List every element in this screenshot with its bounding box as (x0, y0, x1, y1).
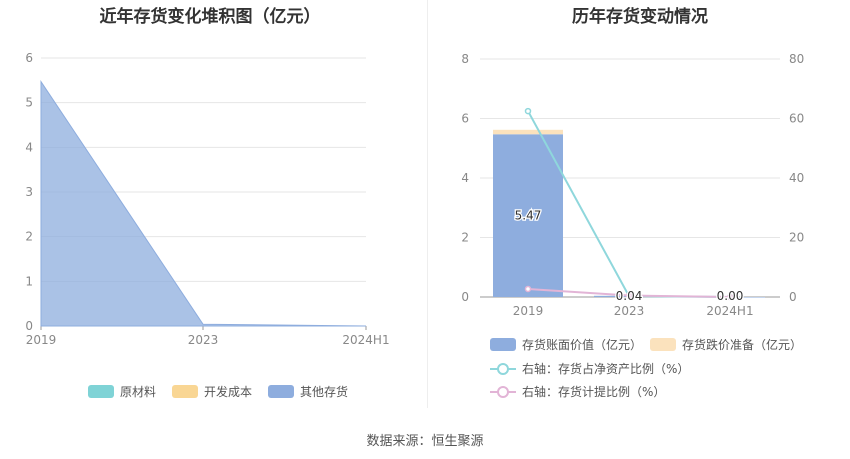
right-y-tick-0: 0 (461, 290, 469, 304)
legend-label-provision-ratio: 右轴：存货计提比例（%） (522, 385, 666, 399)
legend-label-dev-cost: 开发成本 (204, 385, 253, 399)
legend-swatch-provision-ratio (490, 385, 516, 398)
left-x-tick-1: 2023 (188, 333, 219, 347)
legend-item-provision-ratio[interactable]: 右轴：存货计提比例（%） (490, 383, 665, 400)
legend-item-raw-materials[interactable]: 原材料 (88, 383, 156, 400)
legend-swatch-net-asset-ratio (490, 362, 516, 375)
left-y-tick-4: 4 (25, 140, 33, 154)
legend-label-impairment: 存货跌价准备（亿元） (682, 338, 803, 352)
right-y2-tick-3: 60 (789, 112, 804, 126)
legend-item-net-asset-ratio[interactable]: 右轴：存货占净资产比例（%） (490, 360, 689, 377)
right-y2-tick-0: 0 (789, 290, 797, 304)
right-y-tick-3: 6 (461, 112, 469, 126)
legend-label-book-value: 存货账面价值（亿元） (522, 338, 643, 352)
line-point-3-0 (524, 285, 532, 293)
legend-item-impairment[interactable]: 存货跌价准备（亿元） (650, 336, 802, 353)
left-y-tick-1: 1 (25, 274, 33, 288)
right-y-tick-4: 8 (461, 52, 469, 66)
legend-swatch-raw-materials (88, 385, 114, 398)
legend-swatch-dev-cost (172, 385, 199, 398)
bar-data-label-2: 0.00 (717, 289, 744, 303)
right-y2-tick-4: 80 (789, 52, 804, 66)
bar-data-label-0: 5.47 (515, 209, 542, 223)
right-x-tick-1: 2023 (614, 304, 645, 318)
line-point-3-1 (625, 292, 633, 299)
legend-label-other-inventory: 其他存货 (300, 385, 349, 399)
legend-swatch-impairment (650, 338, 676, 351)
legend-swatch-book-value (490, 338, 516, 351)
legend-label-raw-materials: 原材料 (120, 385, 157, 399)
right-x-tick-2: 2024H1 (706, 304, 753, 318)
bar-data-label-1: 0.04 (616, 289, 643, 303)
left-x-tick-0: 2019 (26, 333, 57, 347)
legend-swatch-other-inventory (268, 385, 295, 398)
left-y-tick-5: 5 (25, 96, 33, 110)
left-area-series-2 (40, 80, 367, 327)
chart-divider (427, 0, 428, 408)
right-y2-tick-1: 20 (789, 231, 804, 245)
bar-impairment-0 (493, 129, 563, 135)
left-x-tick-2: 2024H1 (342, 333, 389, 347)
legend-item-other-inventory[interactable]: 其他存货 (268, 383, 348, 400)
right-y2-tick-2: 40 (789, 171, 804, 185)
right-chart-title: 历年存货变动情况 (572, 7, 708, 27)
line-point-3-2 (726, 293, 734, 301)
line-point-2-0 (524, 107, 532, 115)
left-y-tick-2: 2 (25, 230, 33, 244)
left-y-tick-0: 0 (25, 319, 33, 333)
left-y-tick-3: 3 (25, 185, 33, 199)
right-x-tick-0: 2019 (513, 304, 544, 318)
legend-item-dev-cost[interactable]: 开发成本 (172, 383, 252, 400)
bar-book-value-0 (493, 134, 563, 297)
left-chart-title: 近年存货变化堆积图（亿元） (99, 7, 321, 27)
left-y-tick-6: 6 (25, 51, 33, 65)
right-y-tick-1: 2 (461, 231, 469, 245)
legend-item-book-value[interactable]: 存货账面价值（亿元） (490, 336, 642, 353)
legend-label-net-asset-ratio: 右轴：存货占净资产比例（%） (522, 362, 690, 376)
data-source: 数据来源：恒生聚源 (366, 434, 484, 449)
right-y-tick-2: 4 (461, 171, 469, 185)
left-legend: 原材料 开发成本 其他存货 (88, 383, 348, 400)
